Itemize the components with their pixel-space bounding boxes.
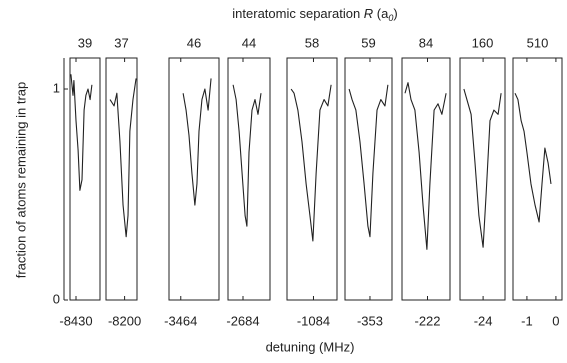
panel-label: 59 [361, 35, 375, 50]
x-tick-label: -24 [474, 313, 493, 328]
panel-frame [69, 57, 101, 301]
x-tick-label: -1 [521, 313, 533, 328]
title-subscript: 0 [388, 13, 393, 23]
trace [348, 84, 389, 238]
x-tick-label: -353 [357, 313, 383, 328]
panel-label: 58 [305, 35, 319, 50]
trace [404, 82, 447, 250]
x-tick-label: -8200 [108, 313, 141, 328]
x-tick-label: -2684 [226, 313, 259, 328]
trace [463, 88, 502, 248]
x-tick-label: -222 [414, 313, 440, 328]
x-tick-label: 0 [552, 313, 559, 328]
panel-frame [286, 57, 338, 301]
trace [109, 78, 137, 238]
panel-frame [105, 57, 138, 301]
trace [70, 74, 93, 191]
panel-label: 44 [242, 35, 256, 50]
x-tick-label: -8430 [59, 313, 92, 328]
panel-label: 39 [78, 35, 92, 50]
trace [232, 84, 262, 227]
trace [290, 84, 332, 242]
title-symbol: R [364, 6, 373, 21]
x-axis-label: detuning (MHz) [266, 339, 355, 354]
title-text: interatomic separation [232, 6, 364, 21]
y-tick-label: 0 [53, 291, 60, 306]
panel-frame [512, 57, 563, 301]
x-tick-label: -3464 [164, 313, 197, 328]
panel-label: 37 [114, 35, 128, 50]
panel-frame [344, 57, 393, 301]
panel-frame [227, 57, 271, 301]
panel-frame [459, 57, 506, 301]
panel-frame [168, 57, 220, 301]
panel-label: 84 [419, 35, 433, 50]
chart-title: interatomic separation R (a0) [232, 6, 397, 23]
panel-label: 510 [527, 35, 549, 50]
panel-frame [401, 57, 451, 301]
trace [514, 93, 552, 223]
y-axis-label: fraction of atoms remaining in trap [13, 82, 28, 279]
title-close: ) [393, 6, 397, 21]
y-tick-label: 1 [53, 80, 60, 95]
x-tick-label: -1084 [297, 313, 330, 328]
trace [182, 78, 212, 206]
panel-label: 160 [472, 35, 494, 50]
panel-label: 46 [187, 35, 201, 50]
title-unit: (a [373, 6, 389, 21]
